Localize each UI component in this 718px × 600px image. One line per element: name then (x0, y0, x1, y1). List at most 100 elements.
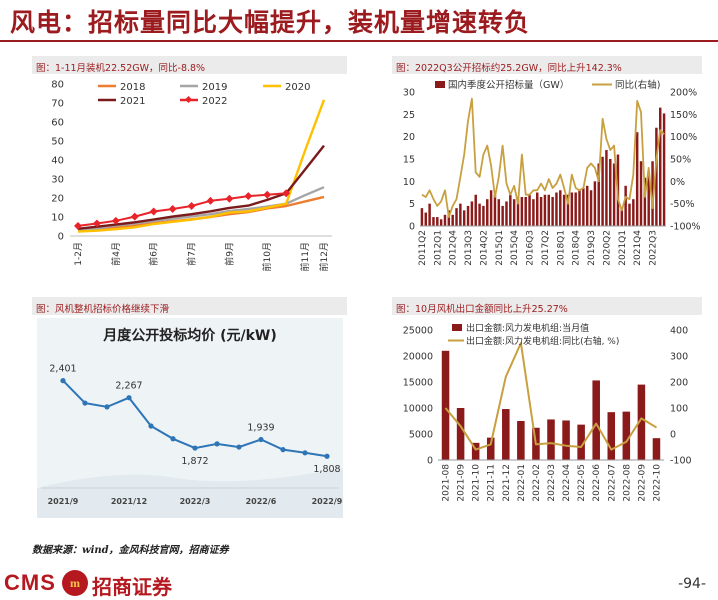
y-tick-label: 25000 (403, 326, 433, 337)
bar (637, 384, 646, 460)
x-tick-label: 2021-10 (472, 464, 482, 502)
y-tick-label: 20 (51, 194, 64, 205)
x-tick-label: 2015Q1 (495, 230, 505, 266)
bar (612, 163, 616, 226)
bar (456, 408, 465, 460)
bar (478, 203, 481, 226)
x-tick-label: 2022-05 (577, 464, 587, 502)
y2-tick-label: -100% (670, 222, 701, 233)
x-tick-label: 2018Q1 (556, 230, 566, 266)
y-tick-label: 10000 (403, 404, 433, 415)
data-point-2022 (225, 194, 234, 203)
bar (520, 196, 524, 226)
x-tick-label: 2022-04 (562, 464, 572, 502)
data-point-2022 (187, 202, 196, 210)
bar (559, 190, 562, 226)
chart-title: 月度公开投标均价 (元/kW) (102, 327, 277, 344)
y-tick-label: 15000 (403, 378, 433, 389)
data-point (302, 450, 308, 456)
data-point-2022 (244, 192, 253, 201)
bar (532, 199, 535, 226)
y2-tick-label: 150% (670, 110, 697, 121)
x-tick-label: 2021-09 (457, 464, 467, 502)
x-tick-label: 1-2月 (73, 242, 84, 266)
data-point (192, 445, 198, 451)
bar (474, 194, 477, 226)
x-tick-label: 2019Q3 (587, 230, 597, 266)
bar (420, 208, 424, 226)
y-tick-label: 20 (403, 132, 415, 143)
x-tick-label: 2022-02 (532, 464, 542, 502)
yoy-line (421, 97, 665, 219)
data-point (126, 395, 132, 401)
brand-logo-icon: m (62, 570, 88, 596)
bar (505, 201, 508, 226)
bar (585, 185, 589, 226)
legend-swatch-bar (435, 81, 445, 88)
bar (470, 201, 474, 226)
y-tick-label: 0 (427, 456, 433, 467)
y2-tick-label: 50% (670, 155, 691, 166)
data-label: 2,267 (115, 381, 142, 392)
y2-tick-label: 300 (670, 352, 688, 363)
y-tick-label: 20000 (403, 352, 433, 363)
x-tick-label: 2022-08 (622, 464, 632, 502)
x-tick-label: 2014Q2 (479, 230, 489, 266)
x-tick-label: 2021Q4 (633, 230, 643, 266)
y-tick-label: 40 (51, 156, 64, 167)
x-tick-label: 2021Q1 (618, 230, 628, 266)
x-tick-label: 2021/9 (48, 497, 79, 506)
panel-1-label: 图：1-11月装机22.52GW，同比-8.8% (32, 56, 347, 74)
x-tick-label: 前9月 (223, 242, 235, 266)
data-point (258, 436, 264, 443)
footer: CMS m 招商证券 -94- (0, 568, 718, 600)
bar (455, 208, 458, 226)
data-point (82, 400, 88, 406)
yoy-line (444, 342, 658, 451)
x-tick-label: 2021-12 (502, 464, 512, 502)
y2-tick-label: 0% (670, 177, 685, 188)
x-tick-label: 前12月 (318, 242, 330, 271)
data-point-2022 (92, 219, 101, 228)
legend-label-bar: 国内季度公开招标量（GW） (448, 79, 569, 91)
bar (624, 185, 627, 226)
bar (471, 442, 480, 460)
bar (635, 132, 639, 226)
x-tick-label: 2022-06 (592, 464, 602, 502)
bar (536, 192, 539, 226)
legend-label-2020: 2020 (285, 82, 310, 93)
x-tick-label: 2018Q4 (572, 230, 582, 266)
bar (432, 217, 435, 226)
panel-2-label: 图：2022Q3公开招标约25.2GW，同比上升142.3% (392, 56, 702, 74)
series-line-2020 (77, 99, 326, 233)
x-tick-label: 前10月 (261, 242, 273, 271)
x-tick-label: 2016Q3 (526, 230, 536, 266)
data-point-2022 (111, 216, 120, 225)
bar (577, 424, 585, 460)
bar (662, 113, 666, 226)
bar (652, 438, 661, 460)
data-point (104, 404, 110, 410)
y-tick-label: 25 (403, 110, 415, 121)
data-label: 1,939 (247, 423, 274, 434)
bar (441, 350, 450, 460)
bar (582, 188, 585, 226)
background-landscape (37, 468, 343, 518)
bar (551, 196, 554, 226)
bar (622, 411, 631, 460)
bar (528, 194, 531, 226)
bar (620, 208, 624, 226)
bar (462, 210, 466, 226)
bar (547, 419, 555, 460)
legend-label-2021: 2021 (120, 96, 145, 107)
y-tick-label: 0 (58, 232, 64, 243)
y-tick-label: 10 (403, 177, 415, 188)
y-tick-label: 30 (403, 88, 415, 99)
data-point (170, 436, 176, 442)
x-tick-label: 2021-08 (442, 464, 452, 502)
bar (493, 194, 497, 226)
legend-label-2019: 2019 (202, 82, 227, 93)
y2-tick-label: 200% (670, 88, 697, 99)
bar (524, 196, 527, 226)
y-tick-label: 80 (51, 80, 64, 91)
